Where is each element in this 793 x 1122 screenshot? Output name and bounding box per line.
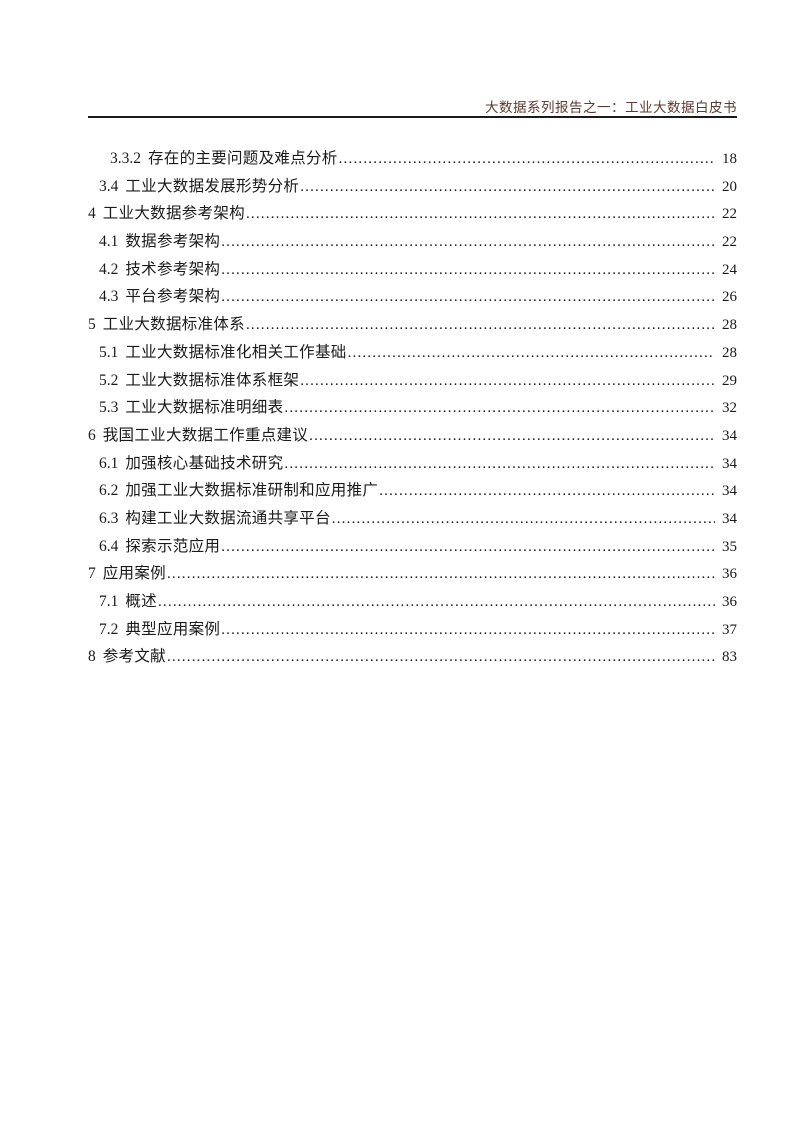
- toc-entry: 6.4 探索示范应用 35: [88, 534, 737, 562]
- toc-entry: 3.4 工业大数据发展形势分析 20: [88, 174, 737, 202]
- toc-entry-page-number: 22: [722, 206, 737, 223]
- toc-entry: 6.1 加强核心基础技术研究 34: [88, 451, 737, 479]
- toc-entry: 7 应用案例 36: [88, 561, 737, 589]
- toc-dot-leader: [158, 593, 715, 611]
- toc-entry: 5.3 工业大数据标准明细表 32: [88, 395, 737, 423]
- toc-entry-number: 3.3.2: [110, 150, 141, 167]
- toc-dot-leader: [300, 178, 715, 196]
- toc-entry-title: 工业大数据发展形势分析: [125, 177, 300, 195]
- toc-entry-number: 6.3: [99, 509, 119, 527]
- toc-entry-title: 平台参考架构: [125, 288, 221, 306]
- toc-entry-title: 工业大数据标准体系框架: [125, 371, 300, 389]
- toc-entry-number: 4.1: [99, 233, 119, 251]
- toc-entry-title: 工业大数据标准化相关工作基础: [125, 343, 347, 361]
- toc-list: 3.3.2 存在的主要问题及难点分析 18 3.4 工业大数据发展形势分析 20…: [88, 146, 737, 672]
- toc-entry-page-number: 83: [722, 649, 737, 666]
- toc-entry-page-number: 37: [722, 621, 737, 638]
- header-rule-divider: [88, 116, 737, 118]
- toc-dot-leader: [348, 344, 715, 362]
- toc-entry-number: 7.2: [99, 620, 119, 638]
- toc-entry-page-number: 28: [722, 344, 737, 361]
- toc-entry-title: 加强核心基础技术研究: [125, 454, 284, 472]
- toc-entry-page-number: 36: [722, 566, 737, 583]
- toc-dot-leader: [339, 150, 715, 168]
- toc-entry-number: 5.1: [99, 343, 119, 361]
- toc-entry-title: 概述: [125, 593, 157, 610]
- toc-entry-page-number: 32: [722, 400, 737, 417]
- toc-entry-number: 4.2: [99, 260, 119, 278]
- toc-entry-title: 加强工业大数据标准研制和应用推广: [125, 482, 379, 500]
- toc-entry: 5.2 工业大数据标准体系框架 29: [88, 368, 737, 396]
- toc-entry-number: 3.4: [99, 177, 119, 195]
- toc-entry: 6.2 加强工业大数据标准研制和应用推广 34: [88, 478, 737, 506]
- toc-entry-title: 工业大数据标准体系: [102, 316, 245, 334]
- toc-entry-page-number: 36: [722, 594, 737, 610]
- toc-entry: 4.3 平台参考架构 26: [88, 284, 737, 312]
- toc-entry-title: 我国工业大数据工作重点建议: [102, 426, 309, 444]
- toc-dot-leader: [167, 565, 715, 583]
- toc-entry: 6.3 构建工业大数据流通共享平台 34: [88, 506, 737, 534]
- toc-dot-leader: [300, 372, 715, 390]
- toc-dot-leader: [246, 205, 715, 223]
- toc-entry-number: 6.2: [99, 482, 119, 500]
- toc-dot-leader: [332, 510, 715, 528]
- toc-entry-number: 5: [88, 316, 96, 334]
- toc-dot-leader: [167, 648, 715, 666]
- toc-entry-page-number: 35: [722, 538, 737, 555]
- toc-entry-title: 参考文献: [102, 648, 166, 666]
- toc-entry: 3.3.2 存在的主要问题及难点分析 18: [88, 146, 737, 174]
- toc-entry: 5.1 工业大数据标准化相关工作基础 28: [88, 340, 737, 368]
- toc-dot-leader: [284, 455, 715, 473]
- toc-entry-page-number: 18: [722, 151, 737, 167]
- toc-entry: 4.1 数据参考架构 22: [88, 229, 737, 257]
- toc-entry-number: 8: [88, 648, 96, 666]
- toc-dot-leader: [309, 427, 715, 445]
- toc-dot-leader: [221, 621, 715, 639]
- toc-entry-page-number: 34: [722, 510, 737, 527]
- toc-entry: 7.1 概述 36: [88, 589, 737, 617]
- toc-dot-leader: [221, 288, 715, 306]
- toc-entry-number: 6.4: [99, 537, 119, 555]
- toc-entry-title: 技术参考架构: [125, 260, 221, 278]
- toc-entry: 4 工业大数据参考架构 22: [88, 201, 737, 229]
- toc-entry-title: 探索示范应用: [125, 537, 221, 555]
- toc-entry-page-number: 20: [722, 178, 737, 195]
- toc-dot-leader: [284, 399, 715, 417]
- toc-entry-number: 6.1: [99, 454, 119, 472]
- toc-entry-page-number: 28: [722, 317, 737, 334]
- toc-entry-title: 典型应用案例: [125, 620, 221, 638]
- toc-entry-page-number: 34: [722, 455, 737, 472]
- toc-dot-leader: [379, 482, 715, 500]
- toc-entry-number: 5.2: [99, 371, 119, 389]
- toc-entry-page-number: 29: [722, 372, 737, 389]
- toc-entry: 4.2 技术参考架构 24: [88, 257, 737, 285]
- toc-entry-page-number: 34: [722, 483, 737, 500]
- toc-entry-number: 5.3: [99, 399, 119, 417]
- toc-entry-title: 构建工业大数据流通共享平台: [125, 509, 331, 527]
- toc-entry-title: 存在的主要问题及难点分析: [148, 150, 338, 167]
- toc-entry-page-number: 26: [722, 289, 737, 306]
- toc-entry: 6 我国工业大数据工作重点建议 34: [88, 423, 737, 451]
- toc-entry-title: 工业大数据参考架构: [102, 205, 245, 223]
- toc-entry-number: 4: [88, 205, 96, 223]
- toc-entry-title: 工业大数据标准明细表: [125, 399, 284, 417]
- toc-dot-leader: [221, 233, 715, 251]
- toc-entry: 5 工业大数据标准体系 28: [88, 312, 737, 340]
- toc-entry-number: 4.3: [99, 288, 119, 306]
- toc-dot-leader: [221, 538, 715, 556]
- toc-entry-number: 6: [88, 426, 96, 444]
- toc-entry: 7.2 典型应用案例 37: [88, 617, 737, 645]
- toc-entry-number: 7.1: [99, 593, 119, 610]
- toc-entry-title: 数据参考架构: [125, 233, 221, 251]
- toc-entry-page-number: 24: [722, 261, 737, 278]
- toc-entry-page-number: 22: [722, 234, 737, 251]
- toc-entry-number: 7: [88, 565, 96, 583]
- toc-dot-leader: [221, 261, 715, 279]
- toc-entry-page-number: 34: [722, 427, 737, 444]
- toc-entry-title: 应用案例: [102, 565, 166, 583]
- running-header: 大数据系列报告之一：工业大数据白皮书: [485, 100, 737, 115]
- toc-entry: 8 参考文献 83: [88, 644, 737, 672]
- toc-dot-leader: [246, 316, 715, 334]
